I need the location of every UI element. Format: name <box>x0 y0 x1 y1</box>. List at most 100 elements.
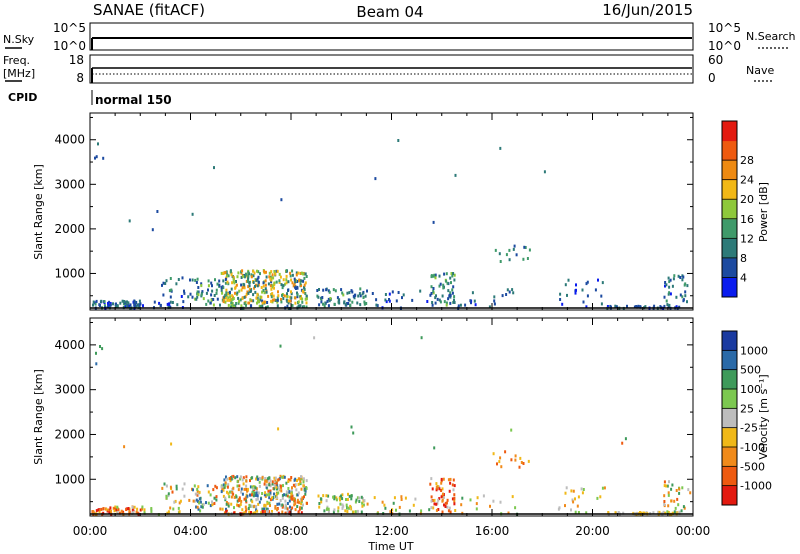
data-cell <box>440 495 443 499</box>
data-cell <box>268 496 271 500</box>
colorbar-tick-label: 16 <box>740 213 754 226</box>
data-cell <box>680 509 683 513</box>
data-cell <box>219 303 221 307</box>
data-cell <box>581 491 584 495</box>
data-cell <box>449 481 452 485</box>
data-cell <box>244 509 247 513</box>
data-cell <box>95 155 98 159</box>
data-cell <box>375 303 378 307</box>
data-cell <box>95 351 97 355</box>
data-cell <box>256 301 258 305</box>
data-cell <box>580 487 583 491</box>
data-cell <box>264 504 267 508</box>
data-cell <box>515 253 518 257</box>
data-cell <box>277 294 280 298</box>
colorbar-swatch <box>722 160 737 181</box>
data-cell <box>200 293 203 297</box>
data-cell <box>289 478 292 482</box>
data-cell <box>224 271 227 275</box>
data-cell <box>327 304 330 308</box>
data-cell <box>277 491 280 495</box>
data-cell <box>257 502 260 506</box>
data-cell <box>498 460 501 464</box>
data-cell <box>657 510 660 514</box>
data-cell <box>133 299 136 303</box>
data-cell <box>175 282 178 286</box>
data-cell <box>622 511 625 515</box>
data-cell <box>397 139 400 142</box>
data-cell <box>431 303 434 307</box>
colorbar-swatch <box>722 179 737 200</box>
data-cell <box>107 508 110 512</box>
data-cell <box>137 303 140 307</box>
data-cell <box>133 301 136 305</box>
data-cell <box>165 484 168 488</box>
data-cell <box>264 491 267 495</box>
data-cell <box>435 502 438 506</box>
data-cell <box>222 300 225 304</box>
data-cell <box>291 486 293 490</box>
data-cell <box>514 458 517 462</box>
data-cell <box>665 484 668 488</box>
data-cell <box>167 510 170 514</box>
data-cell <box>290 292 293 296</box>
data-cell <box>299 479 302 483</box>
data-cell <box>401 296 403 300</box>
data-cell <box>194 278 197 282</box>
data-cell <box>391 508 394 512</box>
data-cell <box>196 505 199 509</box>
data-cell <box>280 283 283 287</box>
data-cell <box>269 504 271 507</box>
data-cell <box>668 285 671 289</box>
data-cell <box>298 278 301 282</box>
data-cell <box>346 302 348 306</box>
data-cell <box>305 486 308 489</box>
data-cell <box>565 486 568 490</box>
data-cell <box>230 287 233 291</box>
data-cell <box>255 477 258 481</box>
data-cell <box>169 485 172 489</box>
data-cell <box>229 479 232 483</box>
data-cell <box>322 302 324 306</box>
data-cell <box>364 294 367 298</box>
data-cell <box>180 295 183 298</box>
freq-unit: [MHz] <box>3 67 35 80</box>
data-cell <box>239 498 241 502</box>
data-cell <box>256 509 259 513</box>
data-cell <box>262 288 265 292</box>
data-cell <box>447 509 450 513</box>
data-cell <box>212 298 215 301</box>
data-cell <box>102 507 105 511</box>
data-cell <box>346 498 349 501</box>
data-cell <box>447 478 450 482</box>
data-cell <box>419 289 422 293</box>
data-cell <box>493 299 496 303</box>
data-cell <box>453 502 456 506</box>
data-cell <box>261 476 264 480</box>
cpid-value: normal 150 <box>95 93 172 107</box>
data-cell <box>143 510 146 514</box>
data-cell <box>247 291 250 295</box>
data-cell <box>332 495 335 499</box>
data-cell <box>350 494 353 498</box>
data-cell <box>322 494 325 498</box>
data-cell <box>263 504 266 508</box>
data-cell <box>376 304 379 308</box>
data-cell <box>356 496 359 500</box>
data-cell <box>261 510 264 514</box>
data-cell <box>240 490 243 494</box>
data-cell <box>287 280 290 284</box>
data-cell <box>432 506 435 510</box>
data-cell <box>247 507 250 510</box>
data-cell <box>189 292 192 296</box>
data-cell <box>127 304 130 308</box>
data-cell <box>234 291 236 295</box>
data-cell <box>161 283 163 287</box>
data-cell <box>264 494 267 498</box>
data-cell <box>215 291 218 295</box>
y-tick-label: 1000 <box>54 472 85 486</box>
data-cell <box>506 288 509 292</box>
data-cell <box>225 507 227 511</box>
data-cell <box>361 504 364 508</box>
data-cell <box>449 301 452 305</box>
